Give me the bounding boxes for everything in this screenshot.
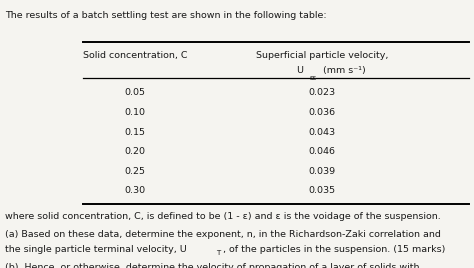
Text: Superficial particle velocity,: Superficial particle velocity, xyxy=(256,51,389,60)
Text: 0.046: 0.046 xyxy=(309,147,336,156)
Text: U: U xyxy=(296,66,303,75)
Text: ss: ss xyxy=(310,75,317,81)
Text: 0.20: 0.20 xyxy=(125,147,146,156)
Text: where solid concentration, C, is defined to be (1 - ε) and ε is the voidage of t: where solid concentration, C, is defined… xyxy=(5,212,440,221)
Text: 0.035: 0.035 xyxy=(309,186,336,195)
Text: (b)  Hence, or otherwise, determine the velocity of propagation of a layer of so: (b) Hence, or otherwise, determine the v… xyxy=(5,263,419,268)
Text: T: T xyxy=(216,250,220,256)
Text: 0.023: 0.023 xyxy=(309,88,336,98)
Text: The results of a batch settling test are shown in the following table:: The results of a batch settling test are… xyxy=(5,11,327,20)
Text: 0.10: 0.10 xyxy=(125,108,146,117)
Text: (mm s⁻¹): (mm s⁻¹) xyxy=(320,66,366,75)
Text: , of the particles in the suspension. (15 marks): , of the particles in the suspension. (1… xyxy=(223,245,445,254)
Text: 0.036: 0.036 xyxy=(309,108,336,117)
Text: 0.30: 0.30 xyxy=(125,186,146,195)
Text: 0.25: 0.25 xyxy=(125,167,146,176)
Text: (a) Based on these data, determine the exponent, n, in the Richardson-Zaki corre: (a) Based on these data, determine the e… xyxy=(5,230,441,240)
Text: Solid concentration, C: Solid concentration, C xyxy=(83,51,187,60)
Text: 0.05: 0.05 xyxy=(125,88,146,98)
Text: 0.15: 0.15 xyxy=(125,128,146,137)
Text: 0.043: 0.043 xyxy=(309,128,336,137)
Text: 0.039: 0.039 xyxy=(309,167,336,176)
Text: the single particle terminal velocity, U: the single particle terminal velocity, U xyxy=(5,245,186,254)
